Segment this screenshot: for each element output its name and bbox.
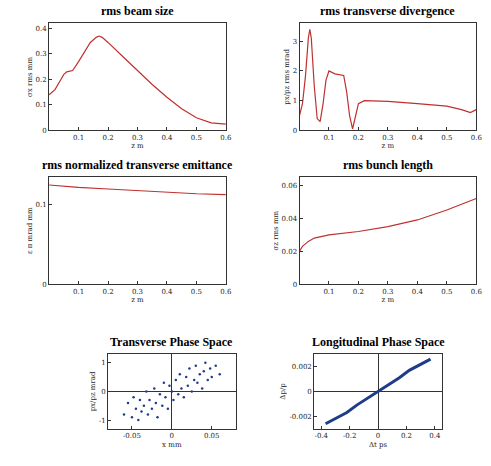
svg-text:Δp/p: Δp/p [279,383,287,400]
svg-text:ε π mrad mm: ε π mrad mm [26,207,34,254]
svg-text:-0.05: -0.05 [123,432,141,440]
svg-text:0: 0 [307,388,311,396]
svg-text:px/pz rms mrad: px/pz rms mrad [283,49,291,105]
svg-text:Longitudinal Phase Space: Longitudinal Phase Space [312,335,445,349]
svg-text:1: 1 [293,97,297,105]
svg-text:0.6: 0.6 [471,288,483,296]
svg-text:rms beam size: rms beam size [101,4,174,18]
svg-text:x mm: x mm [162,441,182,449]
svg-text:0.5: 0.5 [441,134,452,142]
svg-text:3: 3 [293,38,297,46]
svg-text:0.02: 0.02 [282,248,298,256]
svg-text:0.2: 0.2 [353,288,364,296]
svg-text:0.002: 0.002 [292,363,312,371]
svg-text:z m: z m [131,142,144,150]
svg-text:0.1: 0.1 [73,288,84,296]
svg-text:1: 1 [101,359,105,367]
svg-text:0.3: 0.3 [382,288,393,296]
svg-text:0.2: 0.2 [353,134,364,142]
svg-text:0.6: 0.6 [471,134,483,142]
svg-text:-0.2: -0.2 [343,432,357,440]
svg-text:0.5: 0.5 [191,288,202,296]
svg-text:0: 0 [42,127,46,135]
svg-text:0.2: 0.2 [102,134,113,142]
svg-text:0.4: 0.4 [412,288,424,296]
svg-text:0.04: 0.04 [282,215,298,223]
svg-text:0.1: 0.1 [323,134,334,142]
svg-text:0: 0 [376,432,380,440]
svg-text:0.1: 0.1 [36,201,47,209]
svg-text:0: 0 [293,127,297,135]
svg-text:rms bunch length: rms bunch length [343,158,433,172]
svg-text:-1: -1 [99,417,106,425]
svg-text:-0.4: -0.4 [315,432,329,440]
svg-text:0.6: 0.6 [220,288,232,296]
svg-text:0.3: 0.3 [382,134,393,142]
svg-text:z m: z m [382,296,395,304]
svg-text:Transverse Phase Space: Transverse Phase Space [110,335,233,349]
svg-text:z m: z m [382,142,395,150]
svg-text:-0.002: -0.002 [289,413,311,421]
svg-text:rms transverse divergence: rms transverse divergence [320,4,455,18]
svg-text:0: 0 [101,388,105,396]
svg-text:0.3: 0.3 [132,134,143,142]
svg-text:0.2: 0.2 [36,76,47,84]
svg-text:rms normalized transverse emit: rms normalized transverse emittance [42,158,233,172]
svg-text:0.5: 0.5 [441,288,452,296]
svg-text:0.4: 0.4 [36,25,48,33]
svg-text:Δt ps: Δt ps [369,441,388,449]
svg-text:0.4: 0.4 [161,288,173,296]
svg-text:0: 0 [170,432,174,440]
svg-text:σx rms mm: σx rms mm [26,57,34,97]
svg-text:z m: z m [131,296,144,304]
svg-text:0.1: 0.1 [36,101,47,109]
svg-text:0.2: 0.2 [102,288,113,296]
svg-text:σz rms mm: σz rms mm [272,210,280,250]
svg-text:0.3: 0.3 [132,288,143,296]
svg-text:0.4: 0.4 [412,134,424,142]
svg-text:px/pz mrad: px/pz mrad [89,371,97,411]
svg-text:0: 0 [293,281,297,289]
svg-text:0.1: 0.1 [323,288,334,296]
svg-text:0.06: 0.06 [282,182,298,190]
svg-text:0.3: 0.3 [36,50,47,58]
svg-text:0.4: 0.4 [161,134,173,142]
svg-text:0.4: 0.4 [429,432,441,440]
svg-text:0: 0 [42,281,46,289]
svg-text:2: 2 [293,67,297,75]
svg-text:0.5: 0.5 [191,134,202,142]
svg-text:0.1: 0.1 [73,134,84,142]
svg-text:0.6: 0.6 [220,134,232,142]
svg-text:0.2: 0.2 [401,432,412,440]
svg-text:0.05: 0.05 [204,432,220,440]
